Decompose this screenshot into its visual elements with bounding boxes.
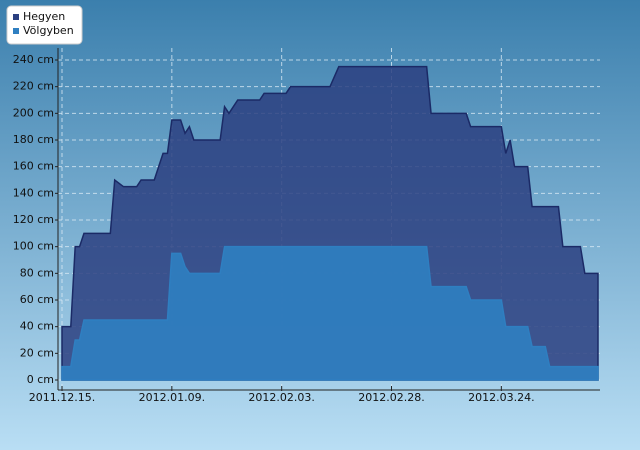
y-tick-label: 60 cm — [20, 293, 54, 306]
legend-label: Hegyen — [23, 10, 65, 23]
y-tick-label: 80 cm — [20, 266, 54, 279]
y-tick-label: 220 cm — [13, 80, 54, 93]
y-tick-label: 20 cm — [20, 346, 54, 359]
legend-box — [6, 5, 83, 45]
legend-swatch — [13, 14, 19, 20]
y-tick-label: 160 cm — [13, 160, 54, 173]
area — [61, 245, 599, 381]
y-tick-label: 120 cm — [13, 213, 54, 226]
y-tick-label: 140 cm — [13, 186, 54, 199]
legend-swatch — [13, 28, 19, 34]
x-tick-label: 2012.01.09. — [139, 391, 205, 404]
y-tick-label: 180 cm — [13, 133, 54, 146]
x-tick-label: 2012.03.24. — [468, 391, 534, 404]
x-tick-label: 2012.02.28. — [358, 391, 424, 404]
y-tick-label: 200 cm — [13, 106, 54, 119]
x-tick-label: 2011.12.15. — [29, 391, 95, 404]
y-tick-label: 100 cm — [13, 240, 54, 253]
y-tick-label: 240 cm — [13, 53, 54, 66]
y-tick-label: 0 cm — [27, 373, 54, 386]
y-tick-label: 40 cm — [20, 320, 54, 333]
legend-label: Völgyben — [23, 24, 74, 37]
x-tick-label: 2012.02.03. — [248, 391, 314, 404]
